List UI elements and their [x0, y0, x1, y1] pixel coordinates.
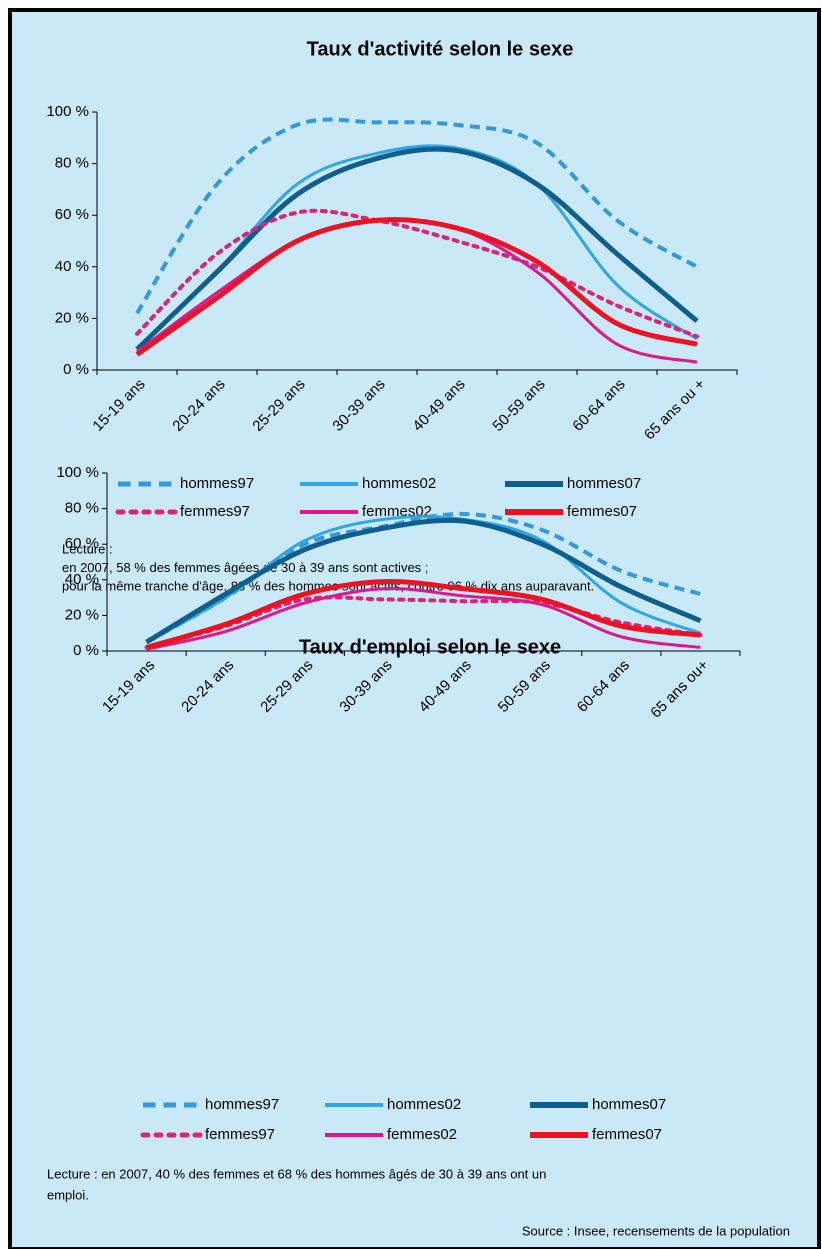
series-line — [145, 578, 701, 650]
legend-label: femmes97 — [205, 1126, 275, 1143]
y-tick-label: 60 % — [55, 206, 89, 223]
legend-label: hommes97 — [180, 475, 254, 492]
y-tick-label: 100 % — [56, 464, 99, 481]
y-tick-label: 20 % — [65, 606, 99, 623]
y-tick-label: 40 % — [55, 258, 89, 275]
y-tick-label: 0 % — [63, 361, 89, 378]
y-tick-label: 100 % — [46, 103, 89, 120]
series-line — [135, 146, 699, 352]
series-line — [146, 587, 701, 651]
y-tick-label: 80 % — [55, 155, 89, 172]
y-tick-label: 20 % — [55, 309, 89, 326]
legend-label: hommes02 — [387, 1096, 461, 1113]
source: Source : Insee, recensements de la popul… — [522, 1223, 790, 1238]
y-tick-label: 80 % — [65, 500, 99, 517]
y-tick-label: 40 % — [65, 571, 99, 588]
note: Lecture : — [62, 541, 113, 556]
note: emploi. — [47, 1187, 89, 1202]
series-line — [145, 517, 702, 645]
series-line — [135, 208, 699, 339]
legend-label: hommes97 — [205, 1096, 279, 1113]
legend-label: hommes07 — [567, 475, 641, 492]
legend-label: hommes02 — [362, 475, 436, 492]
legend-label: femmes97 — [180, 503, 250, 520]
chart-title: Taux d'emploi selon le sexe — [299, 636, 561, 658]
note: en 2007, 58 % des femmes âgées de 30 à 3… — [62, 560, 428, 575]
note: Lecture : en 2007, 40 % des femmes et 68… — [47, 1166, 546, 1181]
legend-label: femmes02 — [387, 1126, 457, 1143]
series-line — [135, 117, 699, 315]
y-tick-label: 60 % — [65, 535, 99, 552]
series-line — [135, 217, 698, 357]
legend-label: femmes07 — [567, 503, 637, 520]
legend-label: femmes07 — [592, 1126, 662, 1143]
chart-title: Taux d'activité selon le sexe — [307, 38, 574, 60]
frame — [8, 8, 821, 1249]
legend-label: hommes07 — [592, 1096, 666, 1113]
y-tick-label: 0 % — [73, 642, 99, 659]
